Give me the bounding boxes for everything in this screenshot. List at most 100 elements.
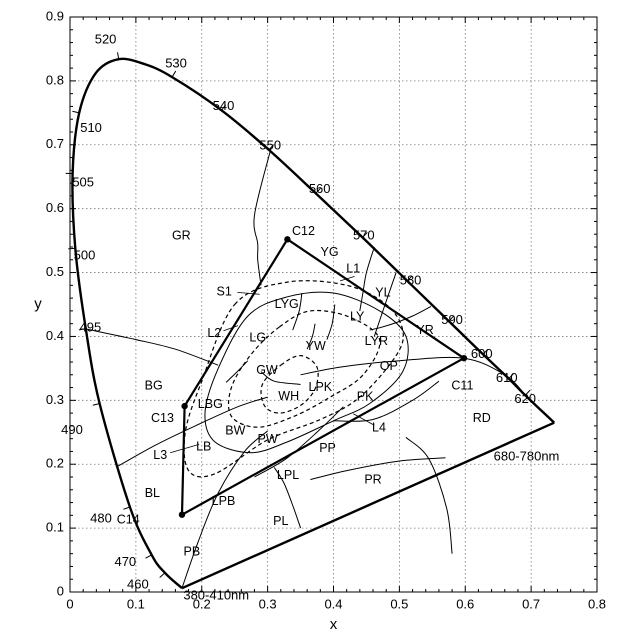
region-label: LYR	[365, 334, 388, 348]
wavelength-label: 510	[80, 120, 102, 135]
wavelength-label: 600	[471, 346, 493, 361]
gamut-point-label: C14	[117, 513, 140, 527]
line-label: L4	[372, 421, 386, 435]
region-label: YR	[416, 323, 433, 337]
axes-group: 0 0.1 0.2 0.3 0.4 0.5 0.6 0.7 0.8 0 0.1 0.2 0.3 0.4 0.…	[34, 8, 606, 633]
wavelength-label: 590	[441, 312, 463, 327]
region-label: PW	[258, 432, 278, 446]
x-tick-label: 0.8	[588, 596, 606, 611]
wavelength-label: 550	[259, 137, 281, 152]
y-tick-label: 0.9	[46, 8, 64, 23]
line-label: L2	[207, 326, 221, 340]
x-tick-label: 0.2	[193, 596, 211, 611]
purple-line	[182, 423, 554, 588]
y-tick-label: 0.6	[46, 200, 64, 215]
region-label: PK	[357, 389, 374, 403]
region-label: LYG	[275, 297, 299, 311]
y-tick-label: 0.5	[46, 264, 64, 279]
region-label: LG	[249, 331, 266, 345]
grid	[70, 17, 597, 592]
spectral-locus	[72, 59, 554, 588]
y-tick-label: 0.8	[46, 72, 64, 87]
white-region-middle-outline	[228, 310, 379, 427]
gamut-point-label: C13	[151, 411, 174, 425]
gamut-point	[181, 403, 187, 409]
region-boundary	[406, 437, 452, 553]
region-label: GW	[256, 363, 278, 377]
line-label: L1	[346, 262, 360, 276]
gamut-point-label: C11	[451, 379, 473, 393]
x-tick-label: 0.5	[390, 596, 408, 611]
wavelength-label: 680-780nm	[494, 449, 560, 464]
y-tick-label: 0.2	[46, 456, 64, 471]
y-tick-label: 0.7	[46, 136, 64, 151]
y-tick-label: 0	[57, 583, 64, 598]
x-tick-label: 0	[66, 596, 73, 611]
region-label: LPL	[277, 468, 299, 482]
x-tick-label: 0.4	[324, 596, 342, 611]
region-label: GR	[172, 228, 191, 242]
region-label: BW	[225, 423, 245, 437]
region-label: LPB	[212, 494, 236, 508]
gamut-point	[284, 236, 290, 242]
x-axis-title: x	[330, 616, 338, 633]
line-label-leader	[237, 292, 259, 294]
region-label: LBG	[198, 397, 223, 411]
wavelength-label: 520	[95, 31, 117, 46]
y-axis-title: y	[34, 295, 42, 312]
region-label: PR	[364, 472, 381, 486]
region-label: PP	[319, 441, 336, 455]
x-tick-label: 0.7	[522, 596, 540, 611]
region-label: OP	[380, 359, 398, 373]
wavelength-label: 470	[114, 554, 136, 569]
x-tick-label: 0.1	[127, 596, 145, 611]
wavelength-label: 490	[61, 422, 83, 437]
region-boundary	[85, 329, 218, 365]
wavelength-label: 460	[127, 576, 149, 591]
y-tick-label: 0.4	[46, 328, 64, 343]
wavelength-label: 610	[496, 370, 518, 385]
wavelength-label: 500	[74, 247, 96, 262]
region-label: PL	[273, 514, 288, 528]
wavelength-label: 580	[400, 272, 422, 287]
y-tick-label: 0.1	[46, 520, 64, 535]
wavelength-tick	[123, 507, 130, 509]
y-tick-label: 0.3	[46, 392, 64, 407]
x-tick-label: 0.6	[456, 596, 474, 611]
wavelength-label: 530	[165, 56, 187, 71]
wavelength-tick	[118, 52, 119, 59]
wavelength-tick	[172, 71, 176, 77]
region-boundaries	[85, 149, 524, 589]
region-boundary	[254, 149, 271, 286]
region-label: YL	[375, 285, 390, 299]
region-label: WH	[278, 389, 299, 403]
region-label: RD	[473, 411, 491, 425]
gamut-point-label: C12	[292, 224, 315, 238]
wavelength-label: 620	[514, 391, 536, 406]
gamut-point	[461, 355, 467, 361]
line-label: S1	[216, 285, 231, 299]
region-label: LY	[350, 310, 365, 324]
wavelength-tick	[146, 555, 152, 558]
region-label: BG	[145, 379, 163, 393]
wavelength-tick	[160, 573, 165, 578]
wavelength-label: 480	[90, 511, 112, 526]
wavelength-label: 570	[353, 228, 375, 243]
wavelength-label: 560	[309, 181, 331, 196]
region-label: YG	[321, 245, 339, 259]
region-label: LPK	[309, 380, 333, 394]
gamut-point	[179, 511, 185, 517]
gamut-group	[179, 236, 467, 518]
spectral-locus-group	[66, 52, 555, 588]
wavelength-label: 540	[213, 98, 235, 113]
region-boundary	[182, 431, 268, 588]
gamut-outline	[182, 239, 464, 514]
region-label: YW	[306, 339, 326, 353]
region-label: LB	[196, 439, 211, 453]
region-label: PB	[184, 545, 201, 559]
wavelength-label: 505	[72, 175, 94, 190]
line-label: L3	[153, 448, 167, 462]
x-tick-label: 0.3	[259, 596, 277, 611]
